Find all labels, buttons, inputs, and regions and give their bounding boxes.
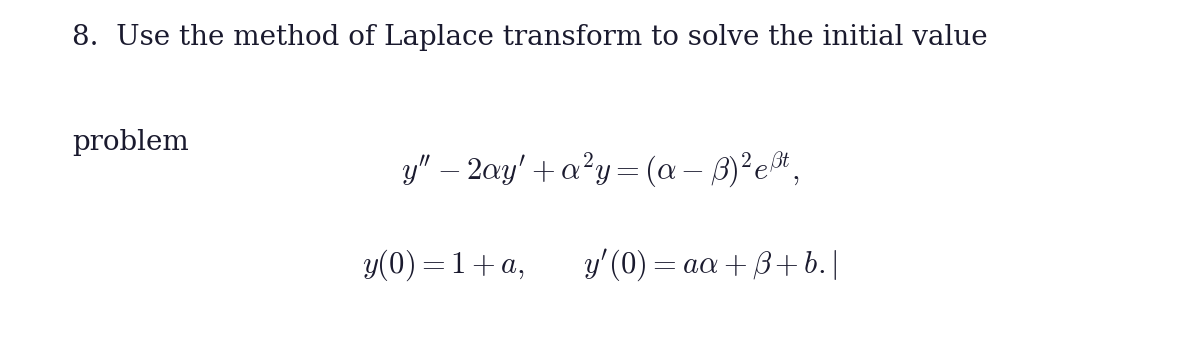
Text: $y(0) = 1 + a, \qquad y'(0) = a\alpha + \beta + b.|$: $y(0) = 1 + a, \qquad y'(0) = a\alpha + … [362, 247, 838, 283]
Text: problem: problem [72, 129, 188, 156]
Text: $y'' - 2\alpha y' + \alpha^2 y = (\alpha - \beta)^2 e^{\beta t},$: $y'' - 2\alpha y' + \alpha^2 y = (\alpha… [401, 150, 799, 190]
Text: 8.  Use the method of Laplace transform to solve the initial value: 8. Use the method of Laplace transform t… [72, 24, 988, 51]
